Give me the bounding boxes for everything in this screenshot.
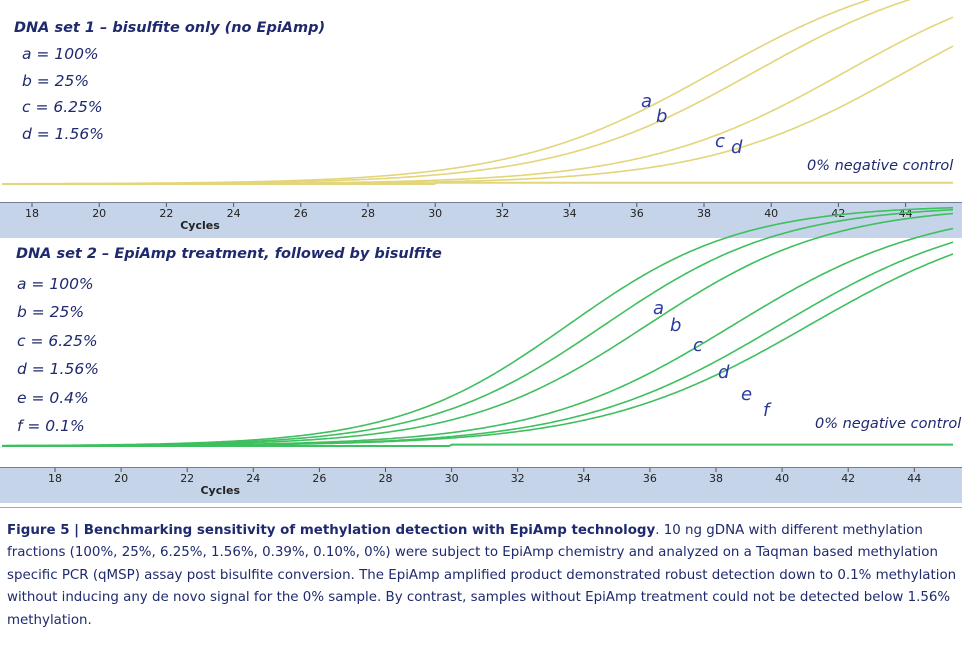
curve-label-b: b (656, 106, 668, 127)
x-tick-label: 32 (511, 472, 525, 485)
panel1-legend: a = 100% b = 25% c = 6.25% d = 1.56% (22, 41, 104, 147)
x-tick-label: 28 (379, 472, 393, 485)
x-tick-label: 26 (294, 207, 308, 220)
x-axis-label: Cycles (200, 484, 240, 497)
panel2-series-f (2, 253, 954, 447)
x-tick-label: 40 (764, 207, 778, 220)
x-tick-label: 26 (312, 472, 326, 485)
x-tick-label: 38 (697, 207, 711, 220)
x-tick-label: 34 (563, 207, 577, 220)
x-tick-label: 36 (643, 472, 657, 485)
x-tick-label: 42 (841, 472, 855, 485)
figure-caption: Figure 5 | Benchmarking sensitivity of m… (7, 520, 969, 632)
panel2-series-negative-control (2, 443, 953, 447)
x-tick-label: 32 (495, 207, 509, 220)
curve-label-d: d (718, 362, 730, 383)
panel2-series-b (2, 208, 954, 447)
x-tick-label: 24 (246, 472, 260, 485)
legend-item: a = 100% (22, 45, 99, 63)
x-tick-label: 30 (445, 472, 459, 485)
x-tick-label: 18 (48, 472, 62, 485)
legend-item: d = 1.56% (17, 360, 99, 379)
x-tick-label: 40 (775, 472, 789, 485)
legend-item: d = 1.56% (22, 124, 104, 143)
panel1-title: DNA set 1 – bisulfite only (no EpiAmp) (14, 20, 326, 36)
curve-label-a: a (641, 91, 653, 112)
negative-control-label: 0% negative control (807, 158, 954, 174)
x-tick-label: 20 (92, 207, 106, 220)
legend-item: c = 6.25% (17, 331, 98, 350)
panel2-title: DNA set 2 – EpiAmp treatment, followed b… (16, 246, 442, 262)
x-tick-label: 30 (428, 207, 442, 220)
legend-item: c = 6.25% (22, 98, 103, 116)
x-tick-label: 34 (577, 472, 591, 485)
legend-item: a = 100% (17, 275, 94, 293)
x-tick-label: 18 (25, 207, 39, 220)
panel1-series-negative-control (2, 181, 953, 185)
amplification-plots: 18 20 22 24 26 28 30 32 34 36 38 40 42 44 Cycles 18 20 22… (2, 0, 954, 497)
caption-divider (0, 507, 962, 508)
panel2-series-a (2, 206, 954, 447)
curve-label-d: d (731, 137, 743, 158)
x-tick-label: 38 (709, 472, 723, 485)
panel2-legend: a = 100% b = 25% c = 6.25% d = 1.56% e =… (17, 270, 99, 440)
panel2-x-axis (0, 467, 962, 503)
x-tick-label: 20 (114, 472, 128, 485)
curve-label-f: f (763, 400, 770, 421)
curve-label-c: c (693, 335, 703, 356)
legend-item: b = 25% (17, 303, 85, 322)
panel2-series-e (2, 241, 954, 447)
x-tick-label: 28 (361, 207, 375, 220)
x-tick-label: 42 (831, 207, 845, 220)
curve-label-e: e (741, 384, 753, 405)
x-tick-label: 44 (907, 472, 921, 485)
legend-item: b = 25% (22, 71, 90, 90)
legend-item: e = 0.4% (17, 388, 89, 407)
negative-control-label: 0% negative control (815, 416, 962, 432)
x-axis-label: Cycles (180, 219, 220, 232)
panel2-series-c (2, 212, 954, 447)
curve-label-b: b (670, 315, 682, 336)
x-tick-label: 22 (159, 207, 173, 220)
x-tick-label: 36 (630, 207, 644, 220)
caption-body: . 10 ng gDNA with different methylation … (7, 523, 957, 628)
x-tick-label: 22 (180, 472, 194, 485)
x-tick-label: 24 (227, 207, 241, 220)
curve-label-a: a (653, 298, 665, 319)
curve-label-c: c (715, 131, 725, 152)
caption-title: Figure 5 | Benchmarking sensitivity of m… (7, 523, 656, 538)
legend-item: f = 0.1% (17, 416, 85, 435)
